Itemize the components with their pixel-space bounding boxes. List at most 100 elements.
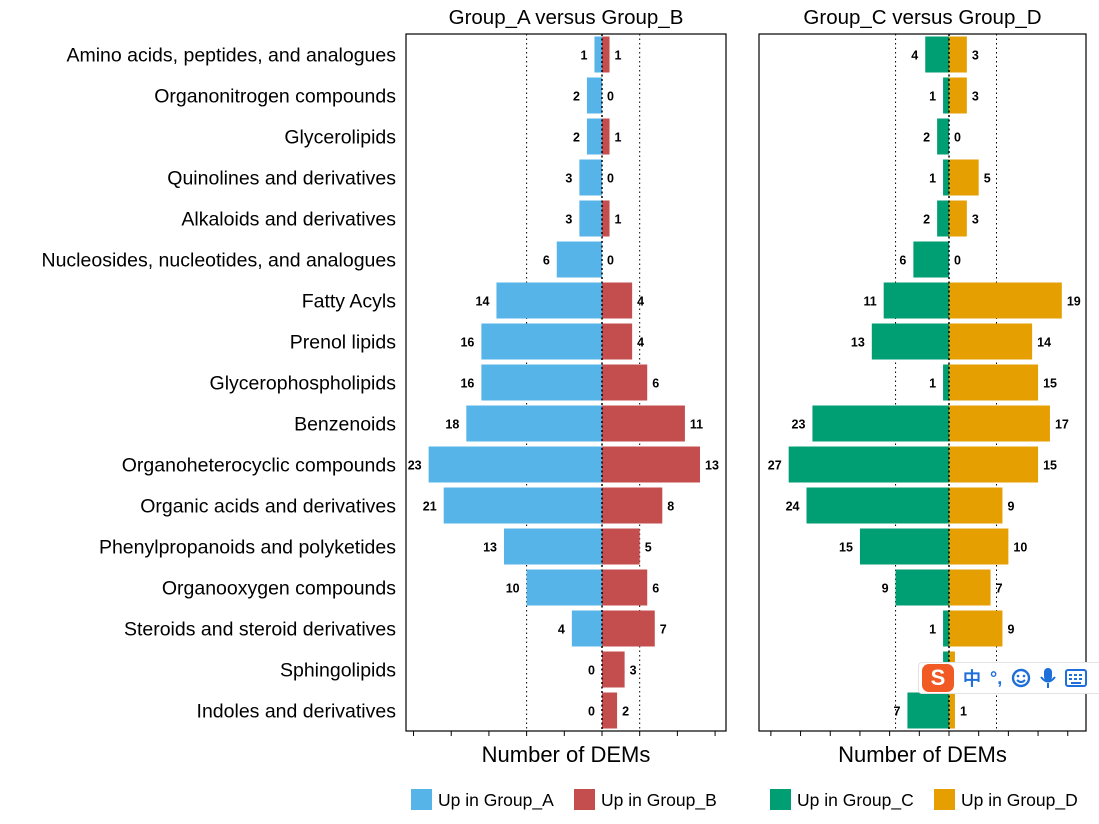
- category-label-prenol-lipids: Prenol lipids: [290, 332, 396, 354]
- category-label-glycerophospholipids: Glycerophospholipids: [210, 373, 397, 395]
- panel-2-bar-up-in-group-d-steroids-and-steroid-derivatives: [949, 610, 1003, 647]
- panel-1-bar-up-in-group-b-organoheterocyclic-compounds: [602, 446, 700, 483]
- panel-2-data-label-left-steroids-and-steroid-derivatives: 1: [929, 623, 936, 637]
- panel-2-bar-up-in-group-c-quinolines-and-derivatives: [943, 159, 949, 196]
- category-label-alkaloids-and-derivatives: Alkaloids and derivatives: [181, 209, 396, 231]
- panel-2-bar-up-in-group-c-glycerolipids: [937, 118, 949, 155]
- panel-1-data-label-left-indoles-and-derivatives: 0: [588, 705, 595, 719]
- panel-2-data-label-right-phenylpropanoids-and-polyketides: 10: [1013, 541, 1027, 555]
- panel-1-data-label-left-organonitrogen-compounds: 2: [573, 90, 580, 104]
- category-label-sphingolipids: Sphingolipids: [280, 660, 396, 682]
- panel-1-bar-up-in-group-a-prenol-lipids: [481, 323, 602, 360]
- panel-1-legend-swatch-up-in-group-b: [574, 789, 595, 810]
- panel-2-bar-up-in-group-d-alkaloids-and-derivatives: [949, 200, 967, 237]
- panel-1-data-label-right-glycerophospholipids: 6: [652, 377, 659, 391]
- panel-1-bar-up-in-group-a-phenylpropanoids-and-polyketides: [504, 528, 602, 565]
- panel-1-data-label-right-sphingolipids: 3: [630, 664, 637, 678]
- panel-2-data-label-right-alkaloids-and-derivatives: 3: [972, 213, 979, 227]
- panel-2-data-label-left-alkaloids-and-derivatives: 2: [923, 213, 930, 227]
- panel-2-bar-up-in-group-d-fatty-acyls: [949, 282, 1062, 319]
- category-label-steroids-and-steroid-derivatives: Steroids and steroid derivatives: [124, 619, 396, 641]
- panel-1-data-label-right-glycerolipids: 1: [615, 131, 622, 145]
- panel-1-data-label-left-quinolines-and-derivatives: 3: [565, 172, 572, 186]
- panel-1-bar-up-in-group-b-glycerophospholipids: [602, 364, 648, 401]
- panel-1-bar-up-in-group-b-benzenoids: [602, 405, 685, 442]
- panel-1-data-label-left-sphingolipids: 0: [588, 664, 595, 678]
- panel-2-bar-up-in-group-c-organoheterocyclic-compounds: [788, 446, 949, 483]
- panel-1-bar-up-in-group-a-glycerophospholipids: [481, 364, 602, 401]
- panel-2-bar-up-in-group-c-glycerophospholipids: [943, 364, 949, 401]
- panel-2-bar-up-in-group-d-benzenoids: [949, 405, 1050, 442]
- panel-2-data-label-left-organooxygen-compounds: 9: [882, 582, 889, 596]
- panel-2-data-label-left-quinolines-and-derivatives: 1: [929, 172, 936, 186]
- panel-2-bar-up-in-group-c-nucleosides-nucleotides-and-analogues: [913, 241, 949, 278]
- panel-2-data-label-right-indoles-and-derivatives: 1: [960, 705, 967, 719]
- category-label-organooxygen-compounds: Organooxygen compounds: [162, 578, 396, 600]
- panel-2-bar-up-in-group-c-steroids-and-steroid-derivatives: [943, 610, 949, 647]
- panel-1-data-label-right-amino-acids-peptides-and-analogues: 1: [615, 49, 622, 63]
- category-label-organonitrogen-compounds: Organonitrogen compounds: [154, 86, 396, 108]
- panel-1-bar-up-in-group-b-prenol-lipids: [602, 323, 633, 360]
- panel-1-bar-up-in-group-a-amino-acids-peptides-and-analogues: [594, 36, 602, 73]
- panel-2-legend-swatch-up-in-group-c: [770, 789, 791, 810]
- panel-1-data-label-right-nucleosides-nucleotides-and-analogues: 0: [607, 254, 614, 268]
- panel-1-legend-label-up-in-group-b: Up in Group_B: [601, 790, 717, 811]
- panel-1-legend-label-up-in-group-a: Up in Group_A: [438, 790, 554, 811]
- panel-2-bar-up-in-group-c-indoles-and-derivatives: [907, 692, 949, 729]
- panel-1-data-label-left-phenylpropanoids-and-polyketides: 13: [483, 541, 497, 555]
- panel-1-data-label-left-organoheterocyclic-compounds: 23: [408, 459, 422, 473]
- sogou-logo-icon[interactable]: S: [922, 664, 954, 692]
- panel-1-data-label-left-steroids-and-steroid-derivatives: 4: [558, 623, 565, 637]
- panel-1-bar-up-in-group-b-fatty-acyls: [602, 282, 633, 319]
- panel-1-bar-up-in-group-b-steroids-and-steroid-derivatives: [602, 610, 655, 647]
- panel-2-bar-up-in-group-d-organonitrogen-compounds: [949, 77, 967, 114]
- panel-2-data-label-left-glycerophospholipids: 1: [929, 377, 936, 391]
- category-label-amino-acids-peptides-and-analogues: Amino acids, peptides, and analogues: [66, 45, 396, 67]
- panel-1-x-axis-label: Number of DEMs: [482, 742, 651, 767]
- panel-1-data-label-right-alkaloids-and-derivatives: 1: [615, 213, 622, 227]
- category-label-quinolines-and-derivatives: Quinolines and derivatives: [167, 168, 396, 190]
- panel-2-legend-swatch-up-in-group-d: [934, 789, 955, 810]
- panel-2-data-label-right-glycerophospholipids: 15: [1043, 377, 1057, 391]
- panel-1-data-label-right-organonitrogen-compounds: 0: [607, 90, 614, 104]
- panel-2-legend-label-up-in-group-c: Up in Group_C: [797, 790, 914, 811]
- panel-2-data-label-left-nucleosides-nucleotides-and-analogues: 6: [899, 254, 906, 268]
- panel-2-data-label-left-organoheterocyclic-compounds: 27: [768, 459, 782, 473]
- panel-2-data-label-right-glycerolipids: 0: [954, 131, 961, 145]
- category-label-phenylpropanoids-and-polyketides: Phenylpropanoids and polyketides: [99, 537, 396, 559]
- ime-punctuation-button[interactable]: °,: [990, 667, 1003, 688]
- ime-chinese-mode-button[interactable]: 中: [963, 669, 981, 689]
- panel-2-data-label-right-organic-acids-and-derivatives: 9: [1007, 500, 1014, 514]
- panel-2-data-label-left-fatty-acyls: 11: [863, 295, 876, 309]
- panel-1-data-label-left-glycerolipids: 2: [573, 131, 580, 145]
- emoji-icon[interactable]: [1011, 668, 1031, 688]
- panel-1-data-label-right-benzenoids: 11: [690, 418, 703, 432]
- panel-2-bar-up-in-group-d-indoles-and-derivatives: [949, 692, 955, 729]
- panel-1-data-label-left-fatty-acyls: 14: [476, 295, 490, 309]
- microphone-icon[interactable]: [1040, 667, 1056, 689]
- panel-2-bar-up-in-group-c-organonitrogen-compounds: [943, 77, 949, 114]
- category-label-glycerolipids: Glycerolipids: [284, 127, 396, 149]
- ime-toolbar[interactable]: S 中 °,: [918, 662, 1099, 694]
- category-label-nucleosides-nucleotides-and-analogues: Nucleosides, nucleotides, and analogues: [42, 250, 397, 272]
- panel-1-data-label-right-organooxygen-compounds: 6: [652, 582, 659, 596]
- panel-1-bar-up-in-group-a-organooxygen-compounds: [526, 569, 602, 606]
- panel-1-bar-up-in-group-b-glycerolipids: [602, 118, 610, 155]
- panel-1-bar-up-in-group-b-amino-acids-peptides-and-analogues: [602, 36, 610, 73]
- category-label-indoles-and-derivatives: Indoles and derivatives: [197, 701, 397, 723]
- panel-2-bar-up-in-group-c-amino-acids-peptides-and-analogues: [925, 36, 949, 73]
- panel-1-data-label-right-organoheterocyclic-compounds: 13: [705, 459, 719, 473]
- panel-2-data-label-left-indoles-and-derivatives: 7: [893, 705, 900, 719]
- panel-1-data-label-left-amino-acids-peptides-and-analogues: 1: [581, 49, 588, 63]
- panel-1-bar-up-in-group-b-alkaloids-and-derivatives: [602, 200, 610, 237]
- keyboard-icon[interactable]: [1065, 669, 1088, 687]
- category-label-benzenoids: Benzenoids: [294, 414, 396, 436]
- panel-1-data-label-left-alkaloids-and-derivatives: 3: [565, 213, 572, 227]
- panel-2-bar-up-in-group-d-phenylpropanoids-and-polyketides: [949, 528, 1009, 565]
- panel-2-data-label-left-prenol-lipids: 13: [851, 336, 865, 350]
- panel-1-bar-up-in-group-a-steroids-and-steroid-derivatives: [571, 610, 602, 647]
- panel-2-data-label-left-benzenoids: 23: [792, 418, 806, 432]
- panel-2-bar-up-in-group-d-organic-acids-and-derivatives: [949, 487, 1003, 524]
- panel-2-data-label-right-amino-acids-peptides-and-analogues: 3: [972, 49, 979, 63]
- category-label-organoheterocyclic-compounds: Organoheterocyclic compounds: [122, 455, 396, 477]
